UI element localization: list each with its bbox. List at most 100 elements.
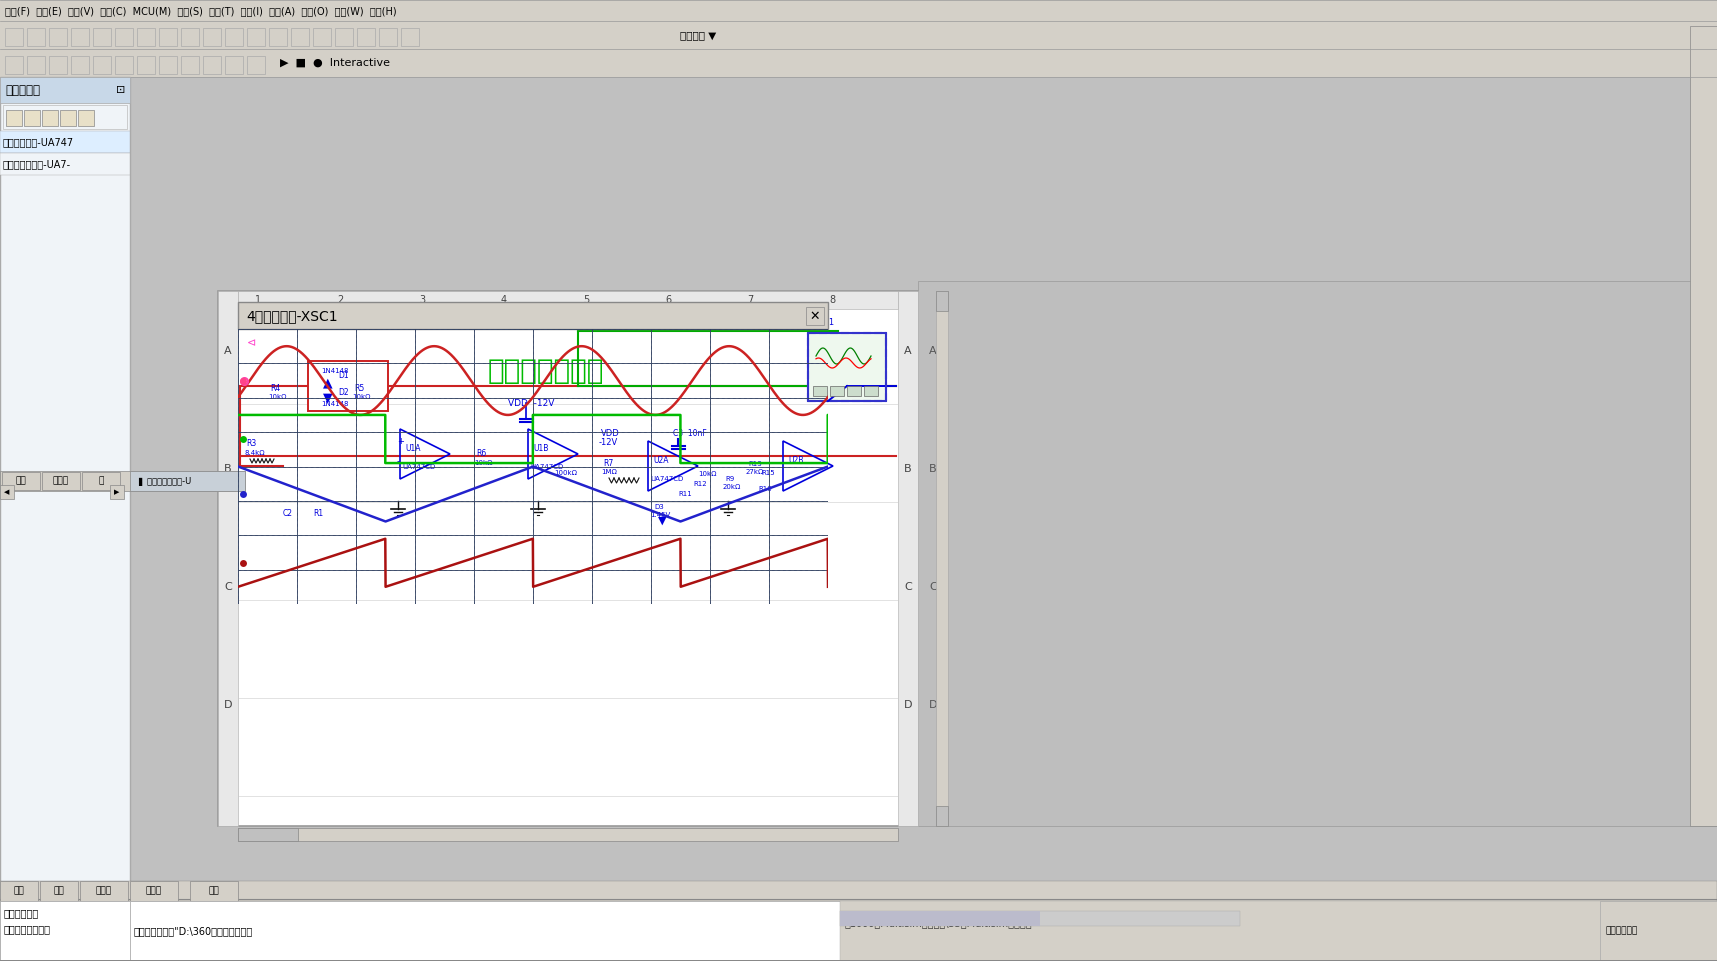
- Text: 1: 1: [254, 295, 261, 305]
- Text: R4: R4: [270, 384, 280, 393]
- Bar: [24, 110, 39, 126]
- Bar: [70, 56, 89, 74]
- Bar: [110, 485, 124, 499]
- Text: ⊡: ⊡: [117, 85, 125, 95]
- Text: 100kΩ: 100kΩ: [555, 470, 577, 476]
- Bar: [357, 28, 374, 46]
- Text: -12V: -12V: [599, 438, 618, 447]
- Bar: [203, 28, 221, 46]
- Text: C: C: [225, 582, 232, 592]
- Text: 5: 5: [582, 295, 589, 305]
- Bar: [840, 901, 1717, 961]
- Bar: [2, 472, 39, 490]
- Text: R6: R6: [476, 449, 486, 458]
- Text: ▌ 四种波形发生器-U: ▌ 四种波形发生器-U: [137, 477, 191, 485]
- Text: 10kΩ: 10kΩ: [268, 394, 287, 400]
- Bar: [180, 56, 199, 74]
- Text: VDD  -12V: VDD -12V: [508, 399, 555, 408]
- Bar: [840, 911, 1041, 926]
- Text: R1: R1: [312, 509, 323, 518]
- Text: 计1000个Multisim例程文件\33个Multisim仿真实例: 计1000个Multisim例程文件\33个Multisim仿真实例: [845, 918, 1032, 928]
- Bar: [218, 291, 919, 826]
- Text: U1B: U1B: [532, 444, 548, 453]
- Bar: [81, 881, 129, 901]
- Bar: [41, 472, 81, 490]
- Text: R13: R13: [749, 461, 762, 467]
- Text: R9: R9: [725, 476, 735, 482]
- Bar: [919, 281, 1717, 826]
- Bar: [0, 49, 1717, 77]
- Text: 文件(F)  编辑(E)  视图(V)  绘制(C)  MCU(M)  仿真(S)  转移(T)  工具(I)  报告(A)  选项(O)  窗口(W)  帮助: 文件(F) 编辑(E) 视图(V) 绘制(C) MCU(M) 仿真(S) 转移(…: [5, 6, 397, 16]
- Text: 4通道示波器-XSC1: 4通道示波器-XSC1: [246, 309, 338, 323]
- Bar: [41, 110, 58, 126]
- Text: 10kΩ: 10kΩ: [474, 460, 493, 466]
- Bar: [0, 21, 1717, 49]
- Text: XSC1: XSC1: [814, 318, 834, 327]
- Bar: [0, 901, 130, 961]
- Text: R10: R10: [757, 486, 771, 492]
- Text: 7: 7: [747, 295, 754, 305]
- Bar: [402, 28, 419, 46]
- Bar: [70, 28, 89, 46]
- Text: C: C: [929, 582, 937, 592]
- Text: +: +: [397, 437, 403, 446]
- Text: ▶: ▶: [115, 489, 120, 495]
- Bar: [160, 28, 177, 46]
- Bar: [805, 307, 824, 325]
- Text: ⊲: ⊲: [247, 337, 256, 348]
- Bar: [180, 28, 199, 46]
- Bar: [0, 881, 1717, 901]
- Text: R3: R3: [246, 439, 256, 448]
- Text: R5: R5: [354, 384, 364, 393]
- Bar: [312, 28, 331, 46]
- Bar: [898, 291, 919, 826]
- Bar: [239, 291, 898, 309]
- Text: 1N4148: 1N4148: [321, 368, 349, 374]
- Bar: [829, 386, 845, 396]
- Bar: [270, 28, 287, 46]
- Text: 6: 6: [664, 295, 671, 305]
- Text: 四种波形发生器-UA7-: 四种波形发生器-UA7-: [3, 159, 70, 169]
- Text: A: A: [929, 346, 937, 356]
- Bar: [0, 77, 130, 103]
- Bar: [160, 56, 177, 74]
- Bar: [0, 471, 246, 491]
- Text: D1: D1: [338, 371, 349, 380]
- Bar: [93, 56, 112, 74]
- Bar: [115, 56, 132, 74]
- Bar: [5, 56, 22, 74]
- Bar: [130, 901, 840, 961]
- Text: B: B: [929, 464, 937, 474]
- Bar: [137, 56, 155, 74]
- Text: D: D: [929, 700, 937, 710]
- Bar: [39, 881, 77, 901]
- Bar: [77, 110, 94, 126]
- Bar: [0, 77, 130, 899]
- Bar: [27, 56, 45, 74]
- Bar: [130, 471, 246, 491]
- Bar: [218, 291, 239, 826]
- Text: C2: C2: [283, 509, 294, 518]
- Bar: [936, 291, 948, 311]
- Bar: [137, 28, 155, 46]
- Bar: [239, 302, 828, 329]
- Bar: [203, 56, 221, 74]
- Bar: [809, 333, 886, 401]
- Text: 正在转换网络: 正在转换网络: [3, 908, 39, 918]
- Bar: [0, 899, 1717, 961]
- Text: 设计工具箱: 设计工具箱: [5, 84, 39, 96]
- Text: 3: 3: [419, 295, 426, 305]
- Bar: [290, 28, 309, 46]
- Text: 元器件: 元器件: [96, 886, 112, 896]
- Text: 设计加载完成："D:\360安全浏览器下载: 设计加载完成："D:\360安全浏览器下载: [134, 926, 252, 936]
- Bar: [130, 881, 179, 901]
- Text: U1A: U1A: [405, 444, 421, 453]
- Bar: [82, 472, 120, 490]
- Text: ▶  ■  ●  Interactive: ▶ ■ ● Interactive: [280, 58, 390, 68]
- Text: ▼: ▼: [658, 516, 666, 526]
- Text: UA747CD: UA747CD: [402, 464, 434, 470]
- Text: U2A: U2A: [652, 456, 668, 465]
- Text: -: -: [397, 456, 400, 466]
- Text: 27kΩ: 27kΩ: [745, 469, 764, 475]
- Bar: [0, 881, 38, 901]
